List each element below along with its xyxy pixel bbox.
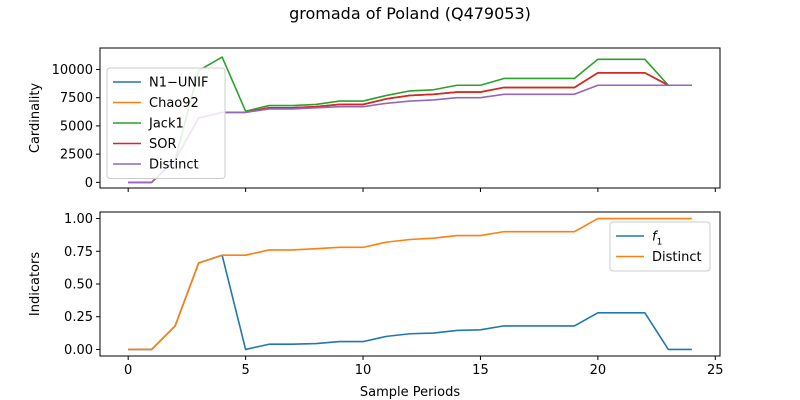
- y-tick-label: 5000: [60, 119, 93, 134]
- y-tick-label: 0: [85, 176, 93, 191]
- y-tick-label: 0.25: [64, 310, 93, 325]
- axes-frame: [99, 47, 721, 189]
- y-tick-label: 1.00: [64, 212, 93, 227]
- legend-label: N1−UNIF: [149, 76, 208, 91]
- x-tick-label: 5: [241, 363, 249, 378]
- indicators-panel: 0.00 0.25 0.50 0.75 1.00 0 5 10 15 20 25 Indicators…: [28, 211, 724, 378]
- legend-label: SOR: [149, 137, 177, 152]
- y-tick-label: 0.50: [64, 278, 93, 293]
- y-axis-label: Indicators: [28, 252, 43, 316]
- x-tick-label: 0: [124, 363, 132, 378]
- y-axis-label: Cardinality: [28, 83, 43, 154]
- x-tick-label: 20: [590, 363, 607, 378]
- series-line-jack1: [128, 56, 692, 184]
- legend: N1−UNIF Chao92 Jack1 SOR Distinct: [106, 67, 226, 179]
- y-tick-label: 10000: [52, 63, 93, 78]
- legend-label: Distinct: [652, 250, 702, 265]
- y-tick-label: 0.75: [64, 245, 93, 260]
- y-tick-label: 2500: [60, 148, 93, 163]
- axes-frame: [99, 211, 721, 357]
- legend-box: [609, 221, 711, 272]
- cardinality-panel: 0 2500 5000 7500 10000 Cardinality N1−UNIF Chao…: [28, 47, 721, 192]
- x-tick-label: 15: [472, 363, 489, 378]
- legend: f1 Distinct: [609, 221, 711, 272]
- legend-box: [106, 67, 226, 179]
- chart-title: gromada of Poland (Q479053): [289, 4, 531, 23]
- legend-label: f1: [652, 230, 662, 248]
- legend-label: Distinct: [149, 158, 199, 173]
- series-group: [128, 217, 692, 351]
- x-tick-label: 10: [355, 363, 372, 378]
- x-axis-label: Sample Periods: [360, 385, 460, 400]
- legend-label: Chao92: [149, 96, 199, 111]
- y-tick-label: 7500: [60, 91, 93, 106]
- y-tick-label: 0.00: [64, 343, 93, 358]
- series-line-distinct: [128, 217, 692, 351]
- legend-label: Jack1: [148, 117, 184, 132]
- x-tick-label: 25: [707, 363, 724, 378]
